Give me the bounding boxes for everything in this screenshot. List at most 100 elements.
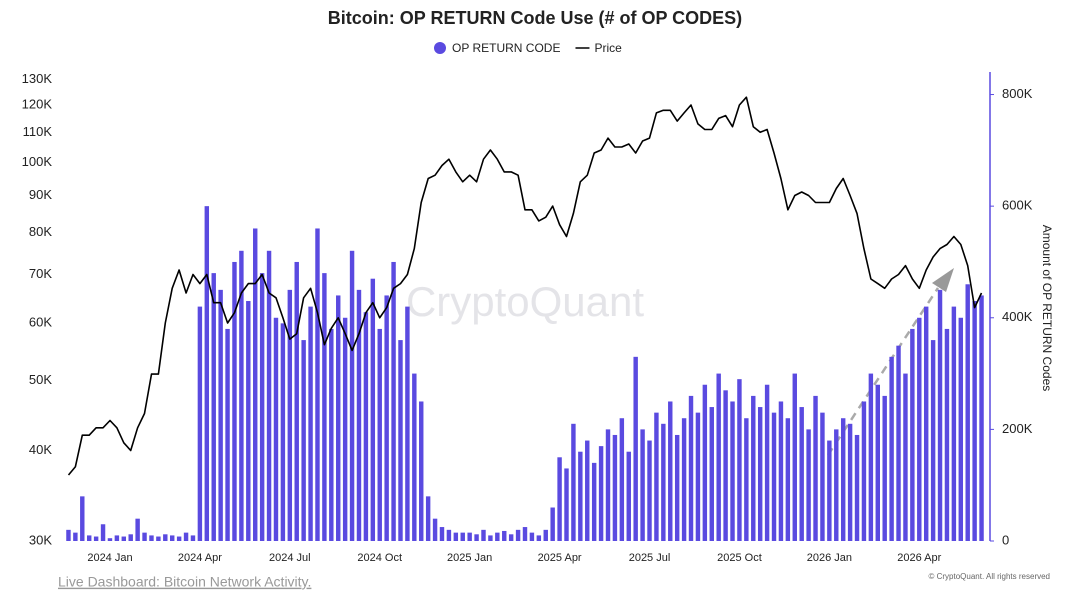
bar [412, 373, 417, 541]
bar [502, 530, 507, 541]
y2-tick-label: 200K [1002, 421, 1033, 436]
bar [820, 412, 825, 541]
bar [764, 384, 770, 541]
x-tick-label: 2025 Oct [717, 552, 762, 564]
bar [571, 423, 576, 541]
bar [564, 468, 569, 541]
bar [591, 462, 597, 541]
bar [100, 524, 106, 541]
bar [301, 340, 306, 541]
bar [806, 429, 811, 541]
bar [183, 532, 189, 541]
bar [619, 418, 625, 541]
footer-link[interactable]: Live Dashboard: Bitcoin Network Activity… [58, 574, 311, 590]
bar [149, 535, 154, 541]
bar [342, 317, 348, 541]
bar [951, 306, 957, 541]
bar [522, 527, 528, 541]
bar [799, 407, 804, 541]
bar [730, 401, 735, 541]
bar [190, 535, 196, 541]
bar [336, 295, 341, 541]
bar [709, 407, 714, 541]
y-tick-label: 100K [22, 154, 53, 169]
bar [557, 457, 562, 541]
bar [598, 446, 604, 541]
bar [508, 534, 514, 541]
y2-tick-label: 800K [1002, 86, 1033, 101]
bar [875, 384, 880, 541]
bar [840, 418, 846, 541]
bar [446, 529, 452, 541]
bar [419, 401, 424, 541]
bar [854, 434, 860, 541]
bar [460, 532, 465, 541]
bar [294, 261, 299, 541]
bar [425, 496, 431, 541]
y-tick-label: 130K [22, 71, 53, 86]
bar [211, 273, 216, 541]
bar [661, 423, 666, 541]
bar [578, 451, 583, 541]
y2-tick-label: 600K [1002, 198, 1033, 213]
bar [654, 412, 659, 541]
x-tick-label: 2025 Jul [629, 552, 671, 564]
bar [889, 356, 894, 541]
bar [315, 228, 320, 541]
bar [481, 529, 486, 541]
bar [515, 529, 521, 541]
bar [917, 317, 922, 541]
legend-label: OP RETURN CODE [452, 41, 560, 55]
bar [640, 429, 645, 541]
bar [363, 312, 369, 541]
bar [674, 434, 680, 541]
bar [550, 507, 555, 541]
bar [681, 418, 687, 541]
y-tick-label: 120K [22, 96, 53, 111]
x-tick-label: 2026 Apr [897, 552, 941, 564]
bar [128, 534, 133, 541]
bar [827, 440, 832, 541]
bar [923, 306, 929, 541]
bar [744, 418, 749, 541]
bar [135, 518, 140, 541]
bar [702, 384, 708, 541]
bar [405, 306, 410, 541]
bar [356, 289, 362, 541]
y-tick-label: 30K [29, 532, 52, 547]
y-tick-label: 110K [23, 124, 53, 139]
y-tick-label: 80K [29, 224, 52, 239]
bar [792, 373, 797, 541]
y2-tick-label: 0 [1002, 532, 1009, 547]
x-tick-label: 2026 Jan [807, 552, 852, 564]
bar [273, 317, 279, 541]
bar [903, 373, 908, 541]
bar [896, 345, 901, 541]
bar [73, 532, 78, 541]
y-tick-label: 70K [29, 266, 52, 281]
bar [377, 328, 382, 541]
bar [979, 295, 984, 541]
bar [910, 328, 915, 541]
legend-swatch [434, 42, 446, 54]
bar [266, 250, 272, 542]
bar [488, 535, 493, 541]
chart-title: Bitcoin: OP RETURN Code Use (# of OP COD… [328, 8, 742, 28]
bar [432, 518, 438, 541]
bar [232, 261, 237, 541]
bar [467, 532, 472, 541]
bar [868, 373, 874, 541]
bar [930, 340, 936, 541]
bar [80, 496, 85, 541]
bar [716, 373, 721, 541]
bar [495, 532, 500, 541]
x-tick-label: 2024 Jul [269, 552, 311, 564]
bar [882, 395, 887, 541]
bar [834, 429, 839, 541]
bar [474, 534, 479, 541]
bar [757, 407, 763, 541]
bar [439, 527, 445, 541]
bar [107, 538, 113, 541]
bar [453, 532, 459, 541]
